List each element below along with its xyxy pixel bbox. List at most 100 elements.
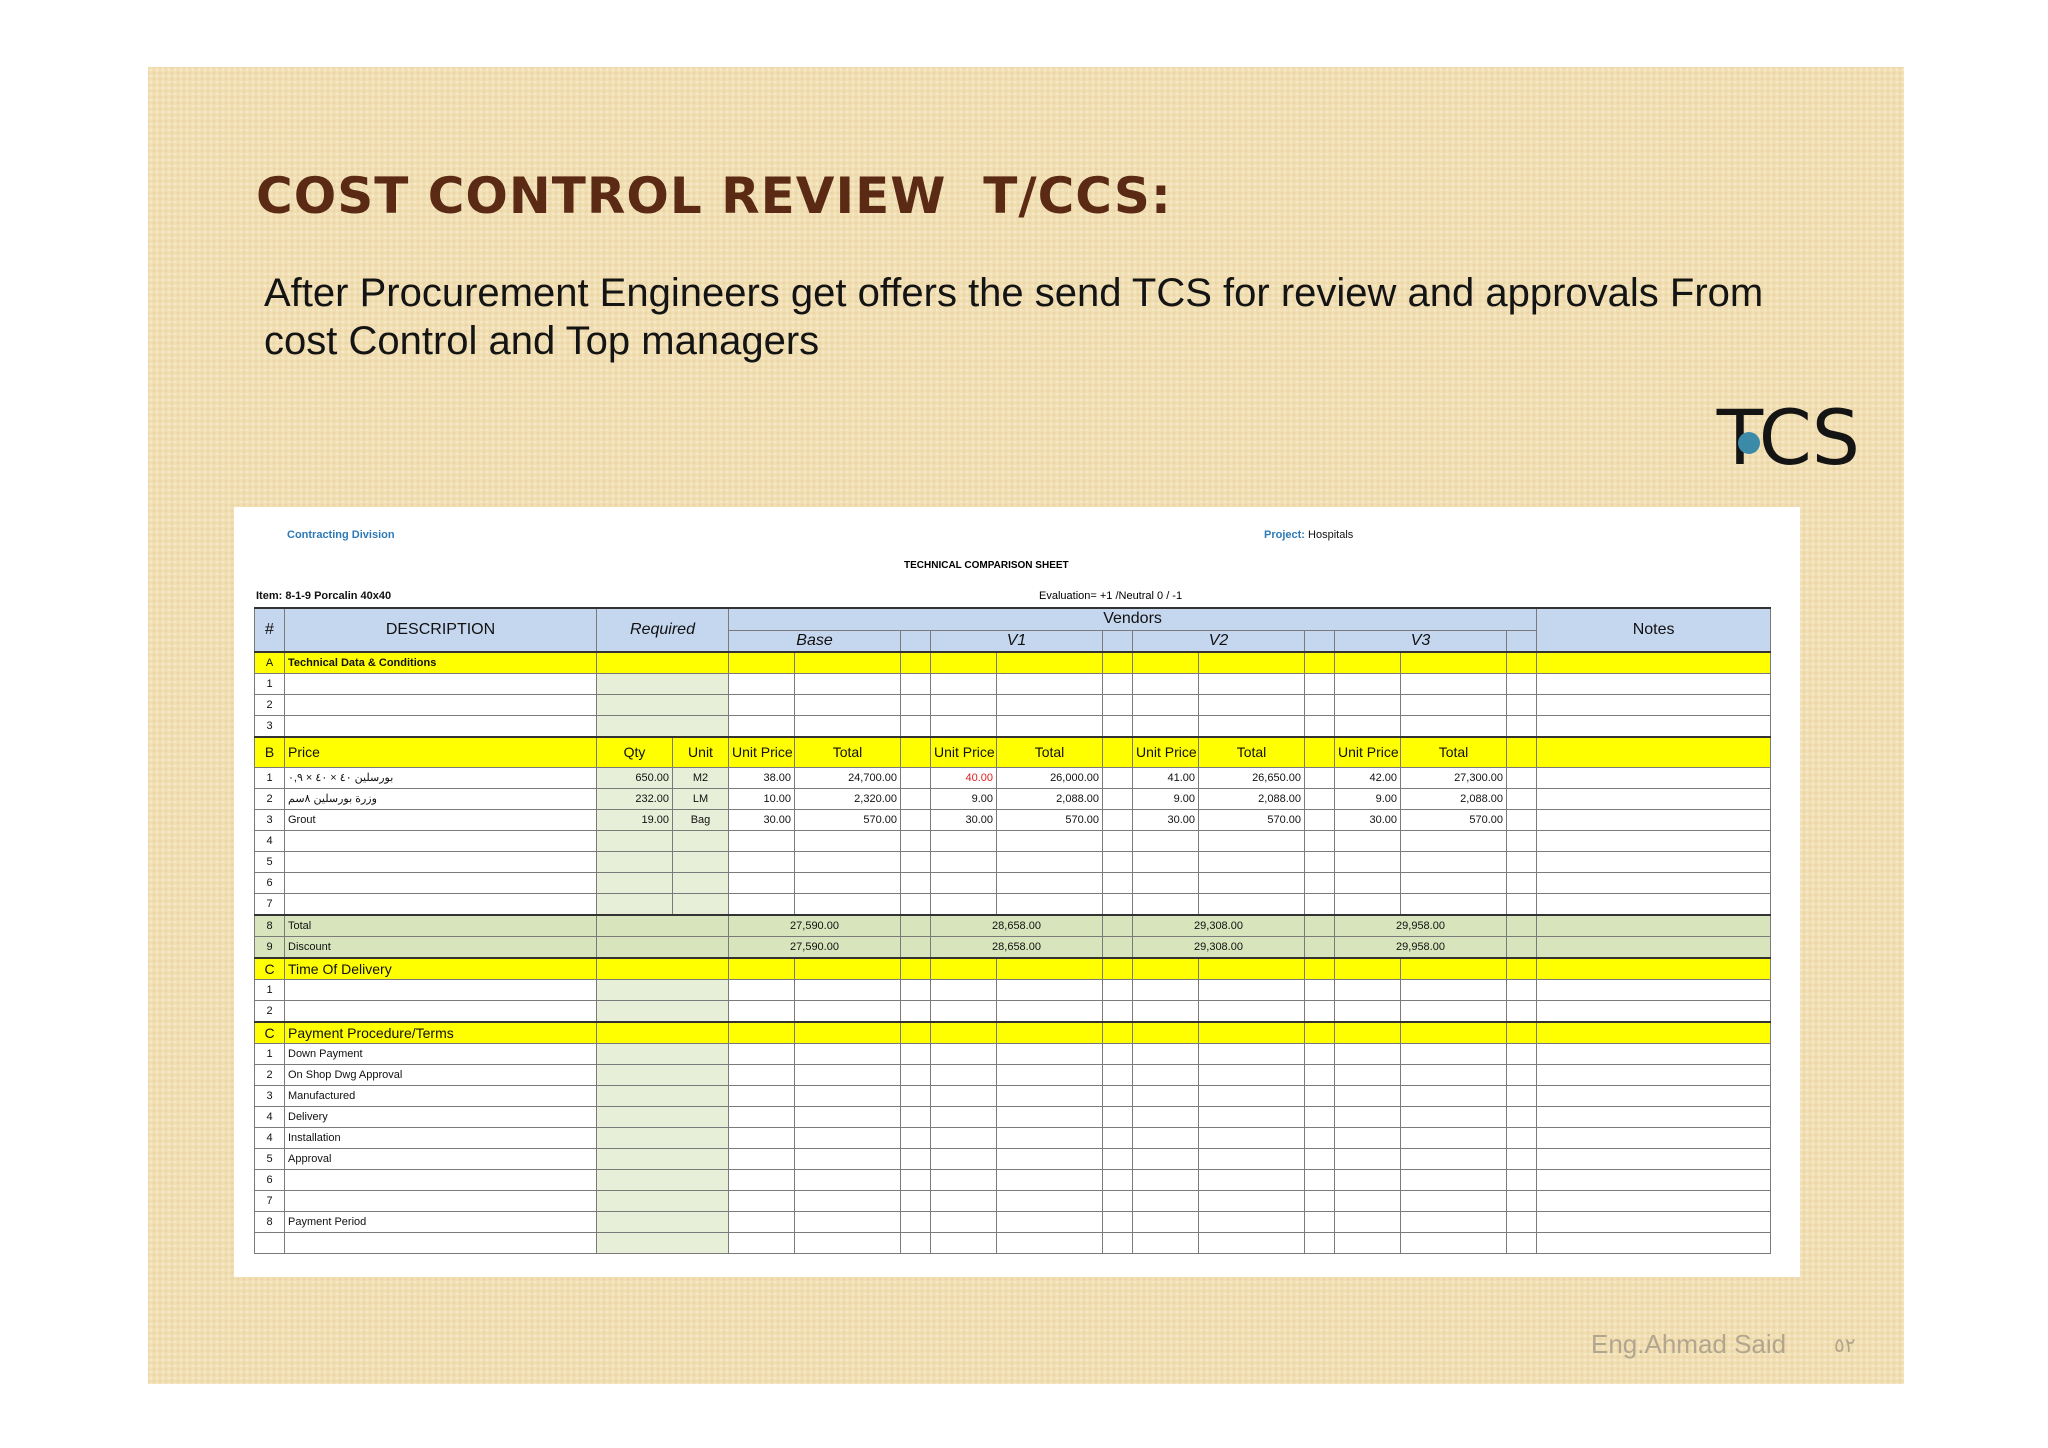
row-description: On Shop Dwg Approval [284,1063,597,1086]
row-number: 3 [254,808,285,831]
division-label: Contracting Division [287,529,395,541]
empty-cell [1536,715,1772,738]
empty-cell [930,1105,997,1128]
empty-cell [1102,1105,1133,1128]
base-unit-price [728,850,795,873]
empty-cell [1304,1168,1335,1191]
header-base: Base [728,629,901,653]
base-unit-price [728,871,795,894]
empty-cell [728,1042,795,1065]
v3-total: 27,300.00 [1400,766,1507,789]
empty-cell [1505,1189,1538,1212]
summary-row: 8 Total 27,590.00 28,658.00 29,308.00 29,958.… [254,913,1772,937]
empty-cell [1132,999,1199,1022]
base-evaluation [900,871,931,894]
row-description: Installation [284,1126,597,1149]
base-total: 2,320.00 [794,787,901,810]
empty-cell [1400,1231,1507,1254]
empty-cell [1198,1147,1305,1170]
slide-title: COST CONTROL REVIEW T/CCS: [256,167,1172,225]
row-required [596,715,729,738]
row-qty [596,871,673,894]
table-row: 4 [254,829,1772,852]
empty-cell [1102,1126,1133,1149]
empty-cell [794,1147,901,1170]
v1-evaluation [1102,850,1133,873]
empty-cell [1505,1126,1538,1149]
row-description: Delivery [284,1105,597,1128]
empty-cell [900,1231,931,1254]
v3-total: 570.00 [1400,808,1507,831]
header-v2: V2 [1132,629,1305,653]
v1-evaluation [1102,829,1133,852]
empty-cell [900,1189,931,1212]
header-v1-eval [1102,629,1133,653]
empty-cell [1304,1147,1335,1170]
v2-evaluation [1304,913,1335,937]
empty-cell [900,1147,931,1170]
section-letter: C [254,1020,285,1044]
v3-evaluation [1505,892,1538,915]
base-total [794,829,901,852]
empty-cell [1132,1231,1199,1254]
v1-evaluation [1102,787,1133,810]
empty-cell [930,1042,997,1065]
empty-cell [930,1189,997,1212]
col-base-unit-price: Unit Price [728,736,795,768]
empty-cell [996,1231,1103,1254]
empty-cell [930,1231,997,1254]
empty-cell [1400,1063,1507,1086]
row-notes [1536,871,1772,894]
row-number: 1 [254,673,285,695]
v1-summary-value: 28,658.00 [930,913,1103,937]
empty-cell [1334,673,1401,695]
summary-row: 9 Discount 27,590.00 28,658.00 29,308.00 29,9… [254,935,1772,958]
empty-cell [1400,694,1507,716]
base-unit-price [728,829,795,852]
empty-cell [728,999,795,1022]
row-description: Down Payment [284,1042,597,1065]
empty-cell [1198,1168,1305,1191]
empty-cell [1102,1042,1133,1065]
empty-cell [900,1126,931,1149]
empty-cell [1304,1231,1335,1254]
empty-cell [794,1105,901,1128]
v2-summary-value: 29,308.00 [1132,935,1305,958]
row-required [596,1168,729,1191]
item-label: Item: [256,590,283,602]
empty-cell [1334,715,1401,738]
v1-total: 2,088.00 [996,787,1103,810]
row-unit [672,871,729,894]
empty-cell [1400,673,1507,695]
empty-cell [728,1105,795,1128]
v2-total [1198,850,1305,873]
slide: COST CONTROL REVIEW T/CCS: After Procure… [148,67,1904,1384]
empty-cell [1132,1042,1199,1065]
empty-cell [1334,694,1401,716]
row-required [596,935,729,958]
empty-cell [1132,1168,1199,1191]
base-evaluation [900,808,931,831]
row-description [284,829,597,852]
section-c-delivery-header: C Time Of Delivery [254,956,1772,980]
row-unit [672,850,729,873]
empty-cell [930,1126,997,1149]
empty-cell [1400,978,1507,1001]
section-a-header: A Technical Data & Conditions [254,651,1772,674]
empty-cell [1334,1105,1401,1128]
empty-cell [1132,1126,1199,1149]
row-number: 7 [254,892,285,915]
row-description: Payment Period [284,1210,597,1233]
empty-cell [1400,1210,1507,1233]
empty-cell [1400,1042,1507,1065]
empty-cell [1132,1147,1199,1170]
v1-evaluation [1102,935,1133,958]
section-label: Technical Data & Conditions [284,651,597,674]
empty-cell [1334,1147,1401,1170]
item-info: Item: 8-1-9 Porcalin 40x40 [256,590,391,602]
empty-cell [728,1063,795,1086]
empty-cell [930,1210,997,1233]
v2-evaluation [1304,871,1335,894]
col-v3-unit-price: Unit Price [1334,736,1401,768]
v3-total [1400,871,1507,894]
